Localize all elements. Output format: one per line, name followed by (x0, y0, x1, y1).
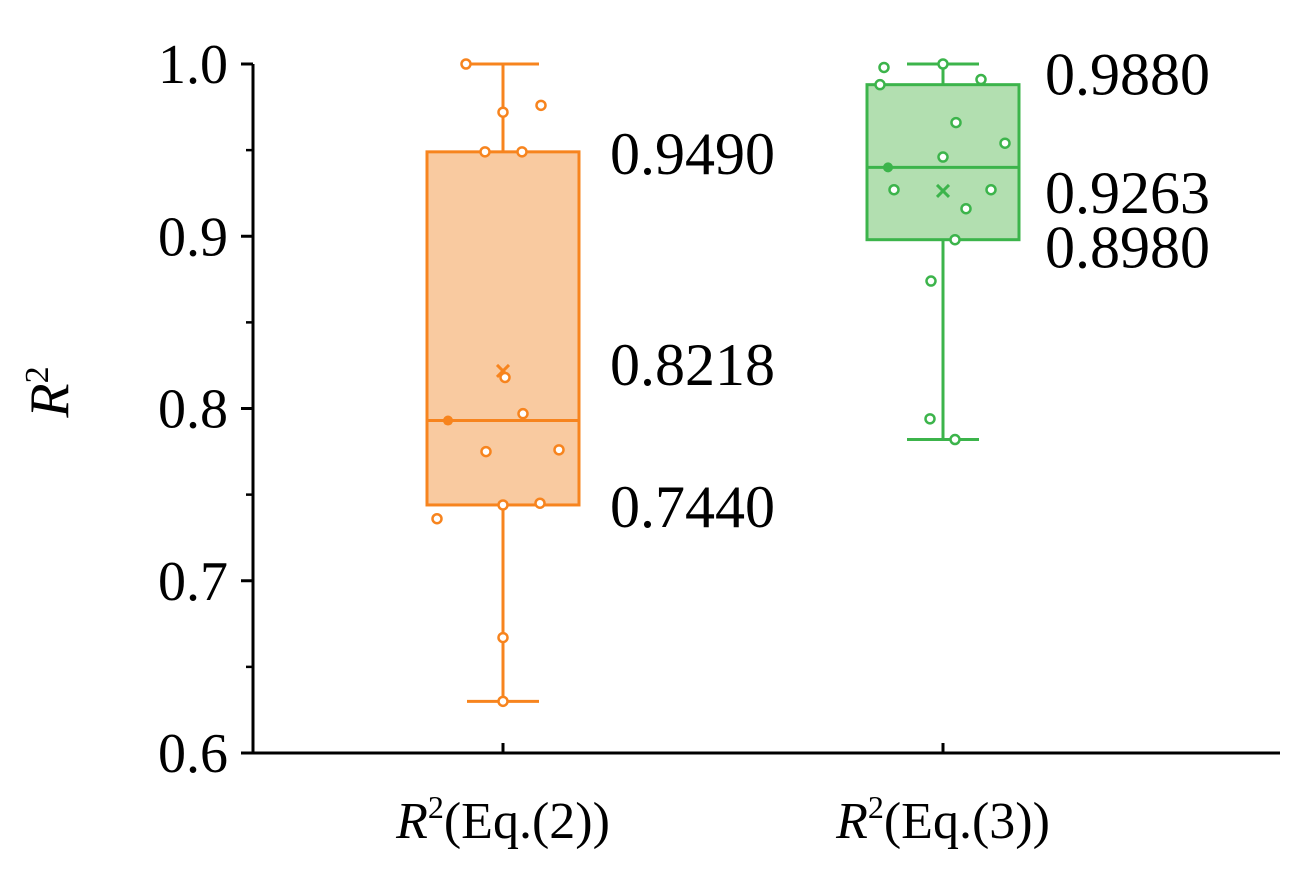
category-label-var: R (835, 793, 868, 850)
box-series-group: 0.94900.82180.7440R2(Eq.(2))0.98800.9263… (395, 42, 1210, 850)
y-tick-label: 1.0 (158, 34, 228, 96)
category-label: R2(Eq.(2)) (395, 789, 610, 850)
value-annotation: 0.9490 (610, 121, 775, 187)
median-dot (883, 162, 893, 173)
data-point (925, 275, 937, 287)
data-point (985, 183, 997, 196)
data-point (937, 151, 949, 163)
mean-marker (935, 183, 951, 199)
mean-marker (495, 363, 511, 379)
data-point (960, 202, 972, 215)
data-point (874, 78, 886, 91)
data-point (516, 146, 528, 158)
category-label-rest: (Eq.(2)) (444, 793, 610, 850)
median-dot (443, 415, 453, 426)
data-point (480, 445, 492, 458)
value-annotation: 0.7440 (610, 474, 775, 540)
data-point (499, 371, 511, 384)
data-point (924, 413, 936, 425)
y-ticks: 0.6 0.7 0.8 0.9 1.0 (158, 34, 253, 785)
data-point (949, 433, 961, 446)
data-point (950, 116, 962, 129)
y-tick-label: 0.6 (158, 723, 228, 785)
value-annotation: 0.9263 (1045, 160, 1210, 226)
data-point (497, 106, 509, 118)
iqr-box (425, 150, 581, 507)
data-point (431, 512, 443, 525)
value-annotation: 0.8218 (610, 332, 775, 398)
data-point (553, 444, 565, 456)
data-point (497, 695, 509, 708)
data-point (937, 58, 949, 70)
data-point (888, 183, 900, 196)
data-point (535, 99, 547, 112)
data-point (517, 407, 529, 420)
data-point (497, 499, 509, 511)
y-axis-title-sup: 2 (19, 366, 56, 383)
data-point (497, 631, 509, 644)
data-point (975, 73, 987, 86)
data-point (999, 137, 1011, 149)
data-point (460, 58, 472, 70)
category-label-var: R (395, 793, 428, 850)
y-tick-label: 0.7 (158, 551, 228, 613)
value-annotation: 0.8980 (1045, 215, 1210, 281)
category-label: R2(Eq.(3)) (835, 789, 1050, 850)
y-tick-label: 0.9 (158, 206, 228, 268)
value-annotation: 0.9880 (1045, 42, 1210, 108)
category-label-rest: (Eq.(3)) (884, 793, 1050, 850)
box-series-1: 0.9490 0.8218 0.7440 R2(Eq.(2)) (395, 58, 775, 850)
data-point (534, 497, 546, 509)
data-point (878, 61, 890, 74)
y-tick-label: 0.8 (158, 379, 228, 441)
y-axis-title-var: R (19, 383, 81, 418)
data-point (949, 233, 961, 246)
category-label-sup: 2 (428, 789, 444, 825)
y-axis-title: R2 (19, 366, 81, 418)
data-point (479, 146, 491, 158)
category-label-sup: 2 (868, 789, 884, 825)
